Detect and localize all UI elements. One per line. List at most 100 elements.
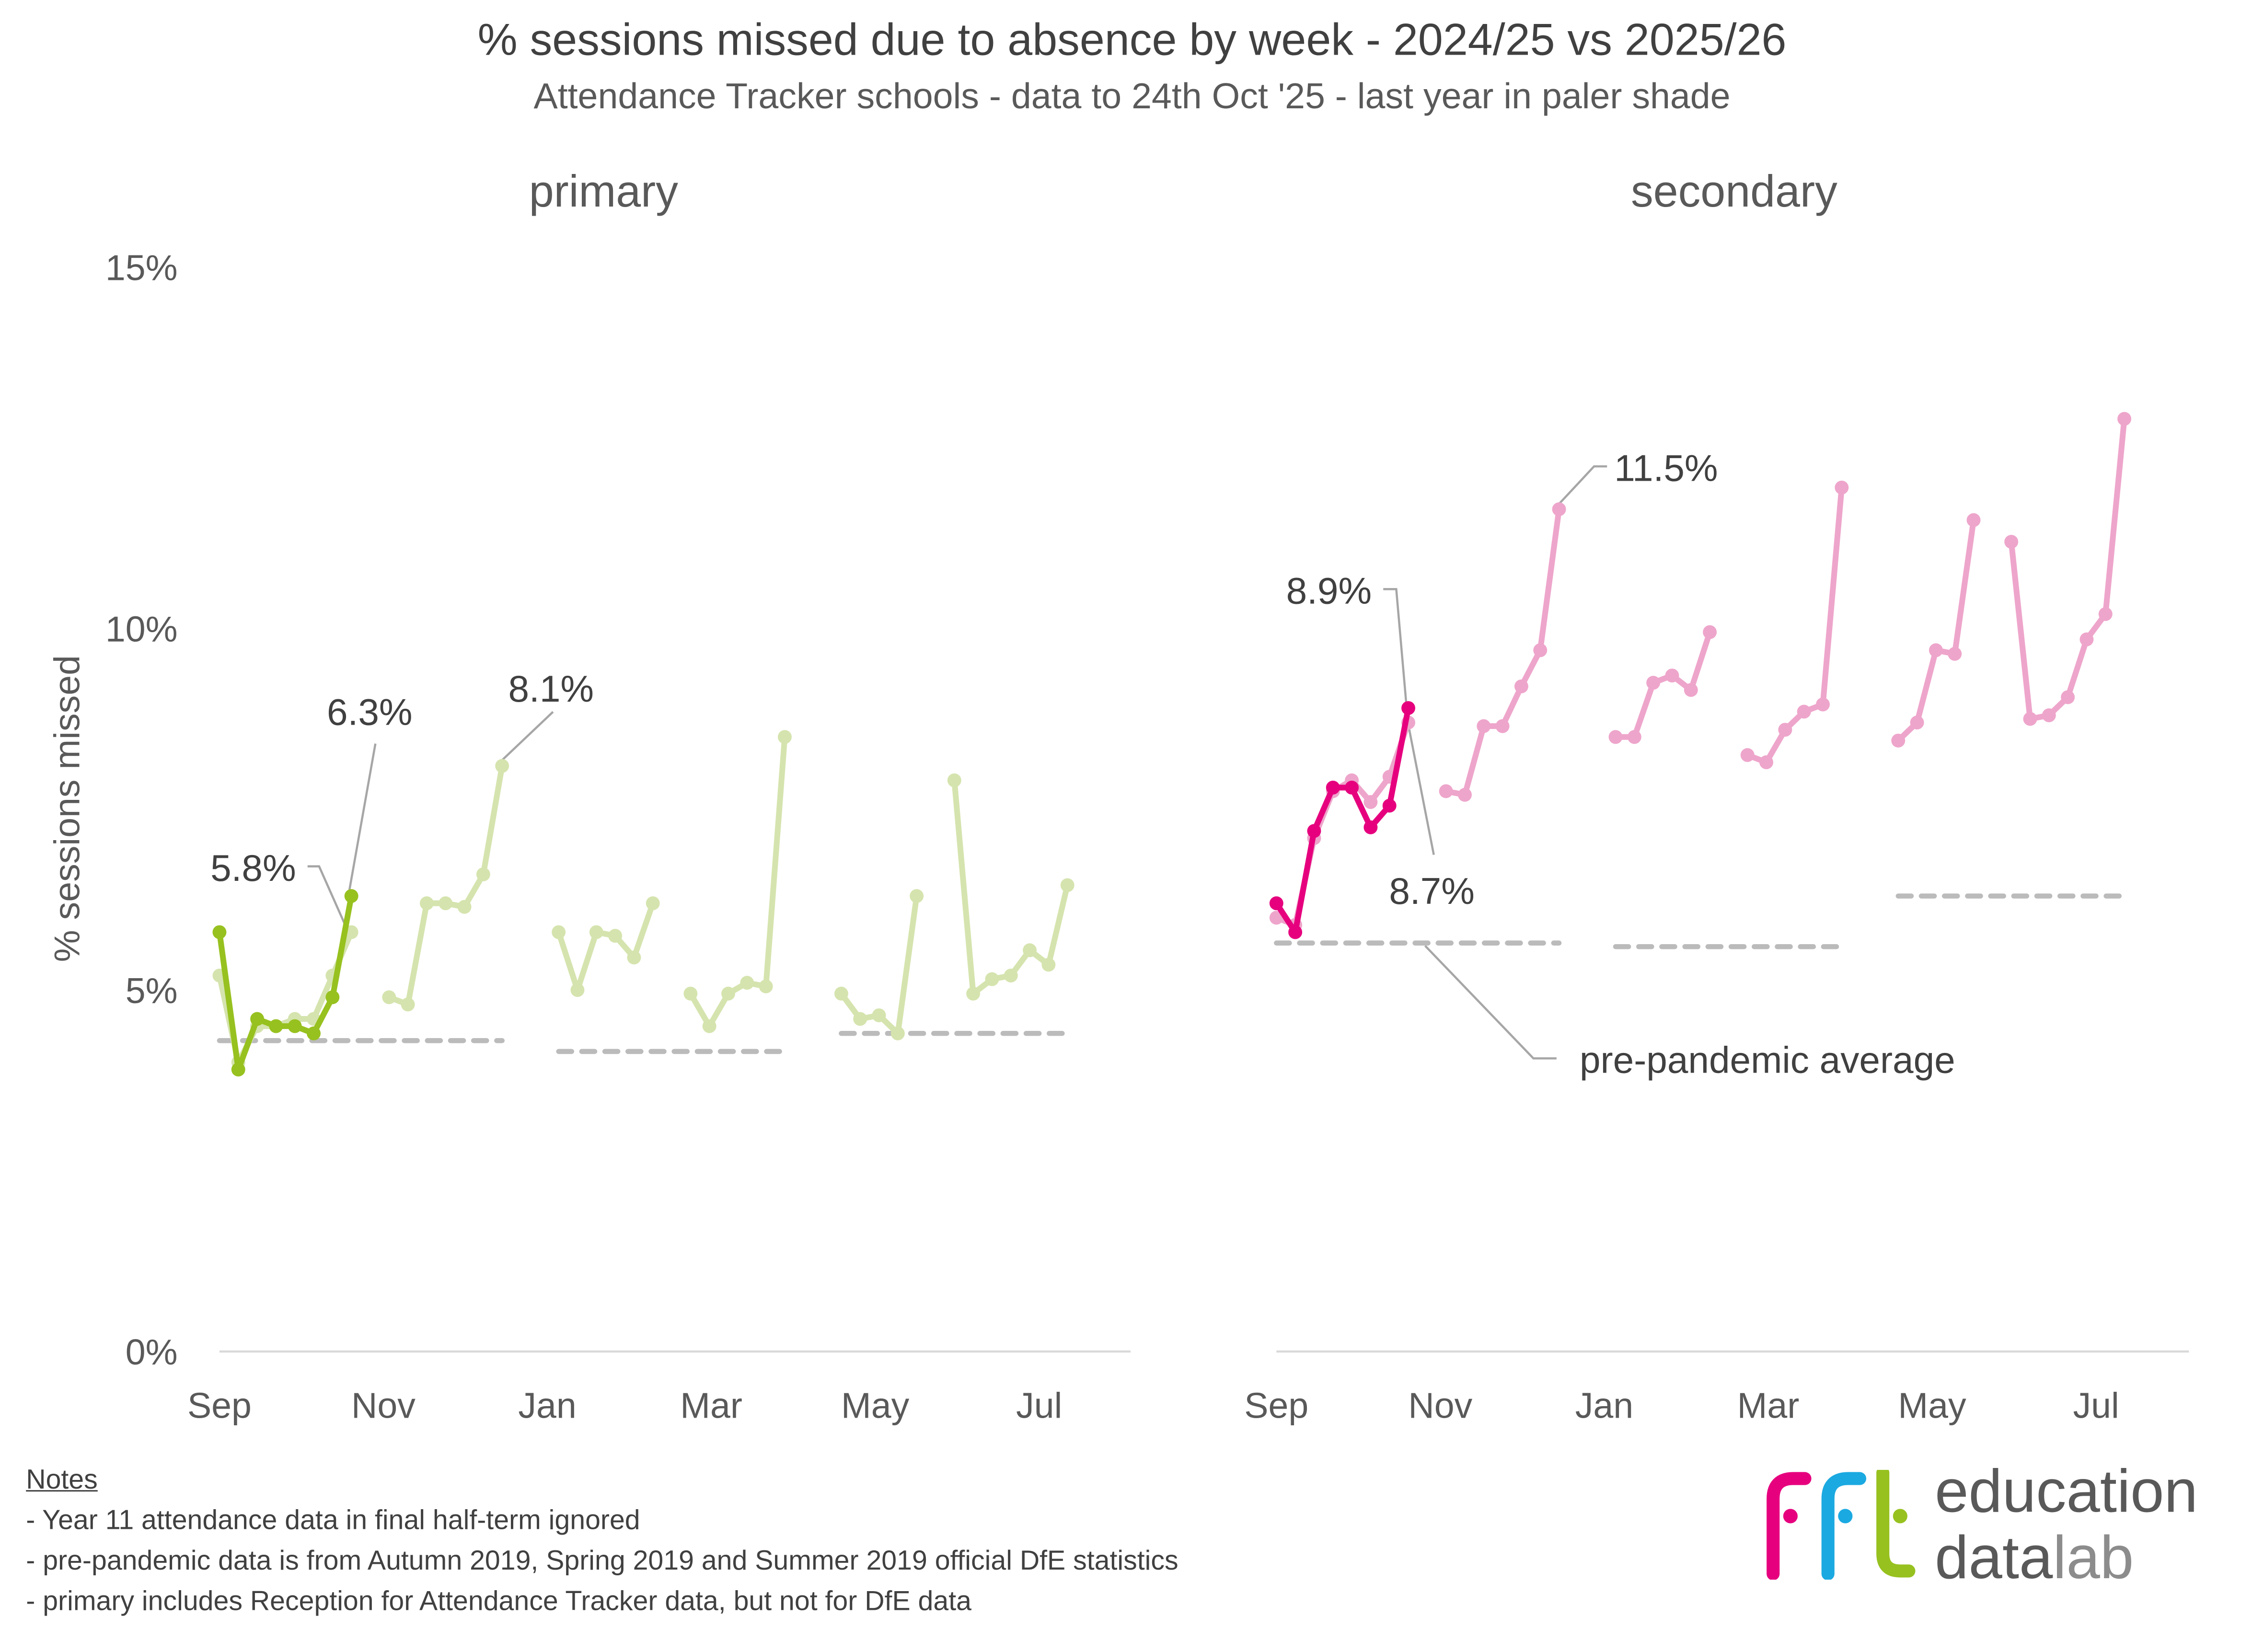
secondary-last-year-point	[1514, 679, 1528, 693]
notes-heading: Notes	[26, 1465, 98, 1496]
logo-mark	[1759, 1466, 1920, 1587]
primary-current-year-point	[325, 990, 340, 1005]
secondary-last-year-point	[2023, 712, 2037, 726]
secondary-last-year-point	[1891, 733, 1906, 748]
annotation-pre-pandemic: pre-pandemic average	[1580, 1039, 1955, 1081]
primary-last-year-point	[646, 896, 660, 911]
primary-x-tick-label: Mar	[680, 1386, 742, 1426]
annotation-6-3: 6.3%	[327, 691, 413, 733]
secondary-last-year-point	[2004, 534, 2019, 549]
primary-x-tick-label: Sep	[187, 1386, 252, 1426]
secondary-last-year-point	[1816, 697, 1830, 712]
primary-last-year-point	[1023, 943, 1037, 958]
secondary-current-year-point	[1345, 780, 1359, 795]
secondary-last-year-point	[2079, 632, 2094, 647]
secondary-last-year-point	[1835, 480, 1849, 495]
primary-last-year-point	[476, 867, 490, 881]
y-axis-label: % sessions missed	[47, 655, 87, 962]
primary-x-tick-label: Jan	[518, 1386, 576, 1426]
secondary-current-year-line	[1273, 705, 1411, 936]
secondary-last-year-point	[1966, 513, 1981, 527]
secondary-current-year-point	[1269, 896, 1283, 911]
primary-current-year-point	[307, 1026, 321, 1040]
secondary-last-year-point	[1759, 755, 1774, 770]
secondary-current-year-point	[1288, 925, 1303, 939]
primary-x-tick-label: May	[841, 1386, 910, 1426]
secondary-last-year-point	[2098, 607, 2113, 621]
annotation-11-5: 11.5%	[1614, 447, 1718, 489]
leader-line-8-9	[1383, 588, 1408, 705]
secondary-last-year-point	[1684, 683, 1698, 697]
panel-title-primary: primary	[529, 166, 679, 216]
secondary-last-year-line	[2008, 416, 2127, 722]
secondary-last-year-point	[1797, 705, 1811, 719]
ffl-logo-icon	[1767, 1466, 1916, 1581]
y-tick-label: 0%	[126, 1332, 178, 1372]
primary-current-year-point	[212, 925, 227, 939]
secondary-x-tick-label: Sep	[1244, 1386, 1308, 1426]
primary-last-year-point	[985, 972, 999, 986]
secondary-last-year-point	[1627, 730, 1641, 744]
leader-line-11-5	[1553, 465, 1607, 511]
secondary-current-year-point	[1326, 780, 1340, 795]
primary-last-year-point	[589, 925, 603, 939]
secondary-last-year-point	[1495, 719, 1510, 733]
chart-subtitle: Attendance Tracker schools - data to 24t…	[533, 76, 1731, 117]
secondary-last-year-point	[1458, 787, 1472, 802]
secondary-x-tick-label: Nov	[1408, 1386, 1472, 1426]
secondary-last-year-point	[1552, 502, 1566, 517]
primary-last-year-point	[627, 950, 641, 965]
leader-line-8-1	[496, 711, 554, 766]
secondary-last-year-point	[1910, 716, 1924, 730]
primary-last-year-point	[853, 1012, 867, 1026]
note-item: - primary includes Reception for Attenda…	[26, 1587, 972, 1617]
annotation-5-8: 5.8%	[210, 847, 296, 889]
secondary-last-year-line	[1612, 629, 1713, 740]
secondary-current-year-point	[1382, 798, 1397, 813]
annotation-8-1: 8.1%	[508, 668, 594, 710]
secondary-last-year-point	[2042, 708, 2056, 722]
leader-line-8-7	[1405, 714, 1435, 855]
leader-line-pre-pandemic	[1424, 945, 1557, 1060]
logo-text-education: education	[1935, 1456, 2198, 1525]
primary-x-tick-label: Nov	[351, 1386, 416, 1426]
secondary-last-year-point	[1740, 748, 1755, 762]
secondary-last-year-point	[1477, 719, 1491, 733]
secondary-x-tick-label: May	[1898, 1386, 1966, 1426]
primary-last-year-point	[834, 986, 848, 1001]
primary-last-year-line	[386, 763, 505, 1007]
primary-current-year-point	[288, 1019, 302, 1033]
primary-last-year-point	[1041, 958, 1056, 972]
primary-current-year-point	[269, 1019, 283, 1033]
chart-title: % sessions missed due to absence by week…	[477, 14, 1787, 65]
primary-last-year-point	[947, 773, 961, 787]
primary-last-year-point	[702, 1019, 716, 1033]
secondary-x-tick-label: Jul	[2073, 1386, 2119, 1426]
annotation-leader-lines	[307, 465, 1607, 1060]
secondary-current-year-point	[1363, 820, 1378, 834]
primary-last-year-point	[777, 730, 792, 744]
primary-last-year-point	[401, 997, 415, 1012]
primary-last-year-point	[759, 979, 773, 994]
secondary-last-year-point	[1533, 643, 1548, 658]
logo-text-lab: lab	[2053, 1523, 2134, 1592]
primary-last-year-point	[740, 976, 754, 990]
logo-text-datalab: datalab	[1935, 1527, 2134, 1589]
primary-last-year-point	[910, 889, 924, 903]
leader-line-6-3	[347, 743, 377, 899]
primary-last-year-point	[1060, 878, 1074, 892]
secondary-last-year-point	[2061, 690, 2075, 705]
primary-last-year-point	[966, 986, 981, 1001]
primary-last-year-point	[872, 1008, 886, 1022]
secondary-x-tick-label: Mar	[1737, 1386, 1800, 1426]
logo-text-data: data	[1935, 1523, 2053, 1592]
primary-last-year-point	[683, 986, 698, 1001]
y-tick-label: 5%	[126, 970, 178, 1011]
secondary-last-year-point	[1269, 911, 1283, 925]
secondary-last-year-line	[1273, 719, 1411, 928]
panel-title-secondary: secondary	[1631, 166, 1837, 216]
annotation-8-7: 8.7%	[1389, 870, 1475, 912]
secondary-last-year-point	[1778, 723, 1792, 737]
